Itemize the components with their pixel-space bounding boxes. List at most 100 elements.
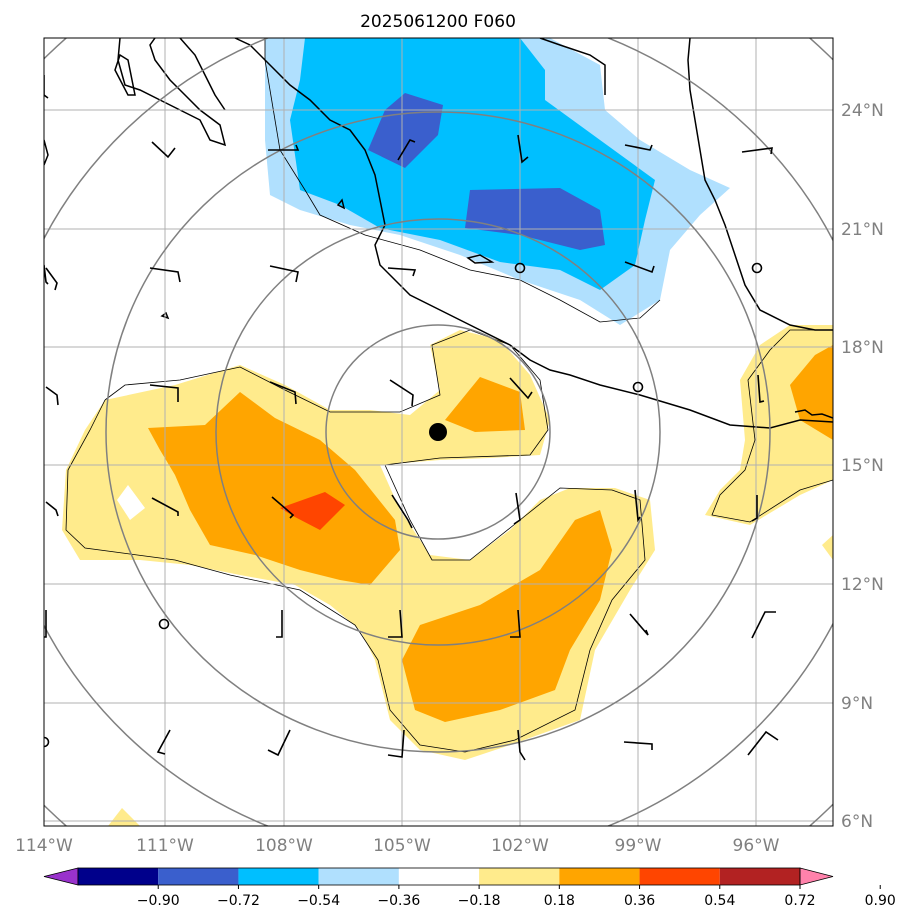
orange-south [402, 510, 612, 722]
wind-barb [629, 613, 649, 636]
wind-barb [391, 494, 413, 529]
wind-barb [513, 492, 521, 525]
dark-blue-region-south [465, 188, 605, 250]
wind-barb [276, 610, 283, 638]
wind-barb [156, 729, 171, 755]
calm-wind-circle [751, 262, 763, 274]
storm-center-marker [429, 423, 447, 441]
gulf-east-coast [179, 38, 226, 111]
small-island-4 [44, 139, 49, 166]
colorbar-cell [719, 868, 800, 885]
wind-barb [517, 134, 529, 164]
lat-label: 21°N [841, 220, 884, 240]
lat-label: 15°N [841, 456, 884, 476]
wind-barb [634, 489, 641, 523]
colorbar-cell [479, 868, 560, 885]
wind-barb [387, 267, 417, 277]
lat-label: 24°N [841, 101, 884, 121]
colorbar-cells [43, 867, 834, 886]
gridlines [44, 38, 833, 826]
lat-label: 12°N [841, 575, 884, 595]
lat-label: 9°N [841, 694, 873, 714]
wind-barb [387, 729, 405, 758]
wind-barb [757, 374, 765, 404]
lon-label: 108°W [255, 836, 313, 856]
calm-wind-circle [514, 262, 526, 274]
colorbar-tick-label: 0.90 [865, 893, 896, 909]
wind-barb [44, 610, 47, 638]
wind-barb [397, 139, 416, 161]
colorbar-cell [318, 868, 399, 885]
range-ring-1 [325, 324, 551, 540]
wind-barb [45, 386, 59, 406]
colorbar-tick-label: 0.36 [624, 893, 655, 909]
contour-north [264, 38, 661, 323]
colorbar-tick-label: −0.36 [377, 893, 420, 909]
small-island-1 [336, 198, 346, 210]
orange-center [445, 377, 525, 432]
baja-coast [117, 38, 227, 147]
contour-west [65, 329, 646, 753]
contour-lines [65, 38, 833, 753]
wind-barb [509, 377, 533, 400]
contour-east [711, 329, 833, 523]
gulf-of-mexico-coast [687, 38, 833, 331]
latitude-labels: 24°N 21°N 18°N 15°N 12°N 9°N 6°N [841, 101, 884, 832]
wind-barb [151, 141, 176, 159]
lat-label: 6°N [841, 812, 873, 832]
wind-barb [149, 267, 181, 283]
calm-wind-circle [158, 618, 170, 630]
longitude-labels: 114°W 111°W 108°W 105°W 102°W 99°W 96°W [15, 836, 780, 856]
wind-barb [271, 496, 295, 519]
wind-barb [45, 501, 59, 517]
colorbar-tick-label: 0.18 [544, 893, 575, 909]
wind-barb [388, 609, 403, 638]
orange-west [148, 392, 400, 585]
wind-barb [510, 609, 521, 638]
map-frame [43, 37, 834, 827]
lon-label: 96°W [733, 836, 780, 856]
colorbar-outline [77, 867, 801, 886]
wind-barb [624, 261, 655, 274]
baja-island [114, 53, 136, 96]
colorbar-cell [559, 868, 640, 885]
wind-barb [624, 144, 653, 151]
wind-barb [517, 729, 526, 761]
wind-barb [45, 267, 58, 291]
wind-barb [623, 741, 653, 750]
wind-barb [151, 497, 179, 516]
colorbar-cell [238, 868, 319, 885]
calm-wind-circle [632, 381, 644, 393]
range-ring-2 [215, 218, 661, 646]
lon-label: 111°W [136, 836, 194, 856]
calm-wind-circle [44, 736, 50, 748]
wind-barb [267, 729, 291, 757]
white-hole [117, 485, 145, 520]
lon-label: 105°W [373, 836, 431, 856]
colorbar-ticks: −0.90 −0.72 −0.54 −0.36 −0.18 0.18 0.36 0.54 0.7… [137, 885, 896, 909]
wind-barb [269, 381, 297, 405]
lon-label: 114°W [15, 836, 73, 856]
colorbar: −0.90 −0.72 −0.54 −0.36 −0.18 0.18 0.36 0.54 0.7… [43, 867, 896, 909]
red-core [280, 492, 345, 530]
gulf-coast-north [539, 38, 606, 95]
colorbar-cell [398, 868, 480, 885]
colorbar-cell [78, 868, 159, 885]
map-title: 2025061200 F060 [360, 12, 516, 32]
colorbar-tick-label: −0.54 [297, 893, 340, 909]
wind-barb [751, 611, 776, 639]
colorbar-tick-label: −0.72 [217, 893, 260, 909]
positive-shading [62, 325, 833, 826]
colorbar-tick-label: 0.54 [704, 893, 735, 909]
colorbar-tick-label: 0.72 [784, 893, 815, 909]
colorbar-cell [158, 868, 239, 885]
orange-east [790, 345, 833, 440]
light-yellow-east-patch [822, 535, 833, 560]
colorbar-tick-label: −0.18 [458, 893, 501, 909]
colorbar-extend-high [799, 867, 834, 886]
wind-barb [741, 147, 773, 155]
lat-label: 18°N [841, 338, 884, 358]
wind-barb [389, 379, 414, 407]
